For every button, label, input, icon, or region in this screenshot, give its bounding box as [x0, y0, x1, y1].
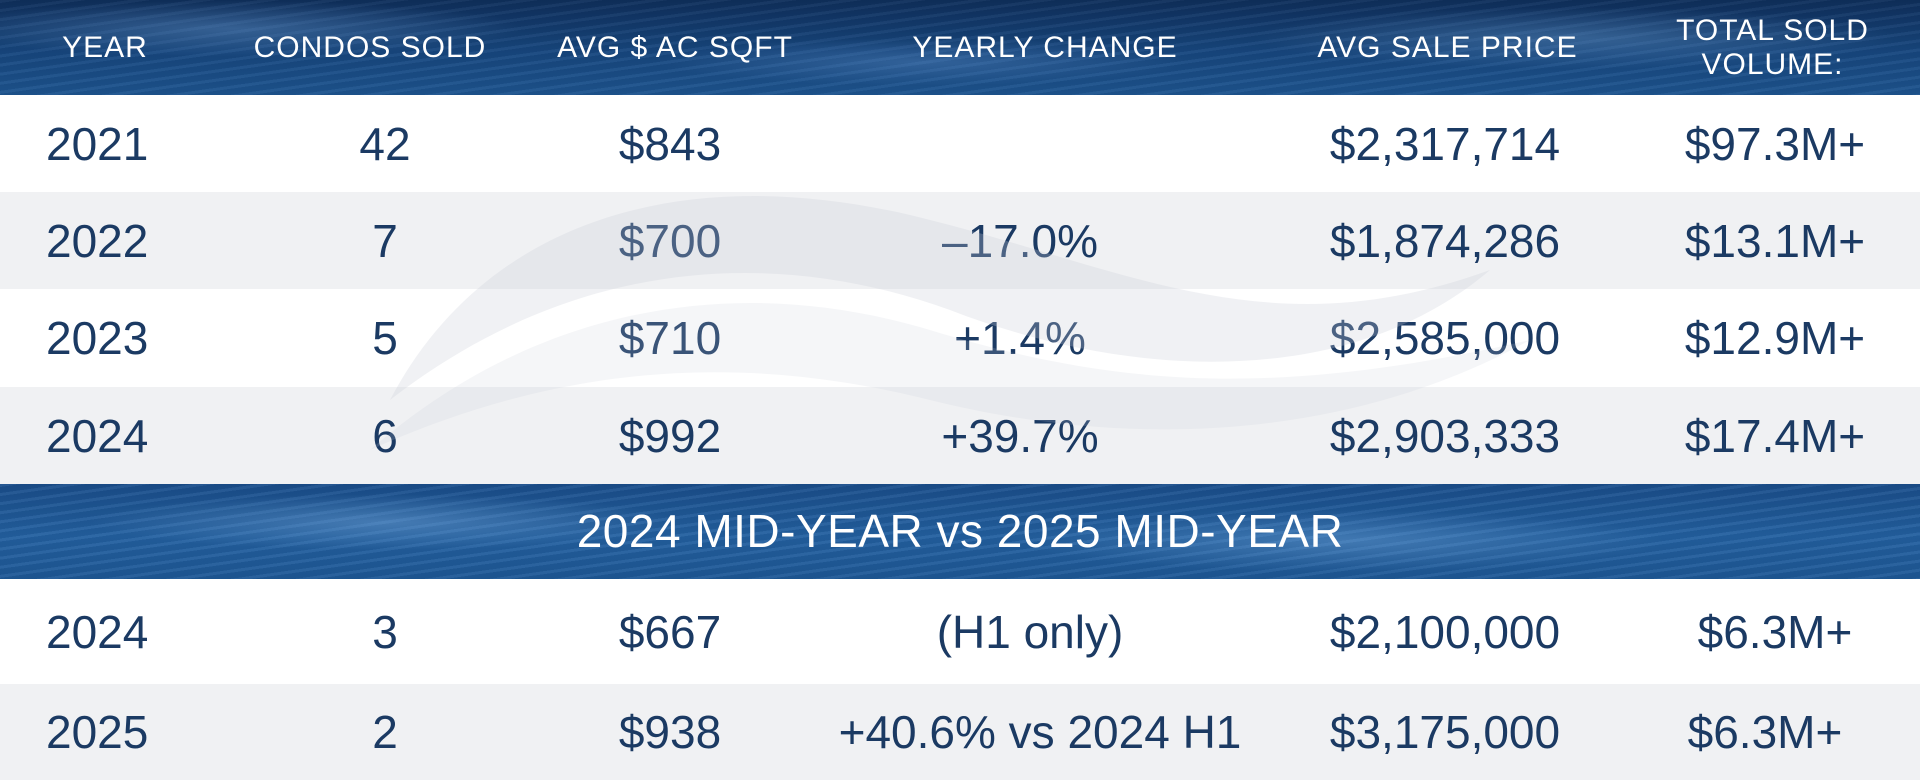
table-row: 2021 42 $843 $2,317,714 $97.3M+	[0, 95, 1920, 192]
cell-yearly-change: (H1 only)	[936, 605, 1124, 658]
cell-condos-sold: 3	[372, 605, 398, 658]
cell-condos-sold: 6	[372, 409, 398, 462]
cell-total-volume: $97.3M+	[1684, 117, 1866, 170]
cell-yearly-change: –17.0%	[941, 214, 1098, 267]
cell-total-volume: $6.3M+	[1697, 605, 1853, 658]
cell-year: 2023	[46, 312, 149, 364]
cell-year: 2021	[46, 117, 149, 170]
header-avg-sqft: AVG $ AC SQFT	[557, 30, 793, 64]
cell-total-volume: $17.4M+	[1684, 409, 1866, 462]
cell-avg-sqft: $938	[618, 706, 722, 758]
header-year: YEAR	[62, 30, 148, 64]
cell-avg-sqft: $843	[618, 117, 722, 170]
cell-avg-sale-price: $2,585,000	[1329, 312, 1561, 364]
cell-avg-sqft: $667	[618, 605, 722, 658]
cell-total-volume: $13.1M+	[1684, 214, 1866, 267]
cell-condos-sold: 2	[372, 706, 398, 758]
cell-total-volume: $12.9M+	[1684, 312, 1866, 364]
table-row: 2022 7 $700 –17.0% $1,874,286 $13.1M+	[0, 192, 1920, 289]
cell-condos-sold: 5	[372, 312, 398, 364]
cell-avg-sqft: $700	[618, 214, 722, 267]
cell-condos-sold: 42	[359, 117, 411, 170]
cell-year: 2022	[46, 214, 149, 267]
cell-yearly-change: +39.7%	[941, 409, 1099, 462]
table-row: 2025 2 $938 +40.6% vs 2024 H1 $3,175,000…	[0, 684, 1920, 780]
table-row: 2023 5 $710 +1.4% $2,585,000 $12.9M+	[0, 289, 1920, 387]
section-title: 2024 MID-YEAR vs 2025 MID-YEAR	[576, 505, 1344, 557]
cell-yearly-change: +40.6% vs 2024 H1	[838, 706, 1242, 758]
table-row: 2024 3 $667 (H1 only) $2,100,000 $6.3M+	[0, 579, 1920, 684]
cell-avg-sqft: $710	[618, 312, 722, 364]
table-header: YEAR CONDOS SOLD AVG $ AC SQFT YEARLY CH…	[0, 0, 1920, 95]
cell-total-volume: $6.3M+	[1687, 706, 1843, 758]
cell-avg-sale-price: $2,903,333	[1329, 409, 1561, 462]
cell-avg-sale-price: $2,100,000	[1329, 605, 1561, 658]
header-avg-sale-price: AVG SALE PRICE	[1317, 30, 1578, 64]
cell-avg-sale-price: $3,175,000	[1329, 706, 1561, 758]
header-condos-sold: CONDOS SOLD	[253, 30, 487, 64]
section-band: 2024 MID-YEAR vs 2025 MID-YEAR	[0, 484, 1920, 579]
cell-year: 2025	[46, 706, 149, 758]
cell-year: 2024	[46, 409, 149, 462]
cell-avg-sale-price: $2,317,714	[1329, 117, 1561, 170]
table-row: 2024 6 $992 +39.7% $2,903,333 $17.4M+	[0, 387, 1920, 484]
cell-yearly-change	[820, 95, 1220, 192]
header-total-volume: TOTAL SOLD VOLUME:	[1676, 13, 1869, 81]
header-yearly-change: YEARLY CHANGE	[912, 30, 1178, 64]
cell-avg-sale-price: $1,874,286	[1329, 214, 1561, 267]
cell-avg-sqft: $992	[618, 409, 722, 462]
cell-yearly-change: +1.4%	[954, 312, 1086, 364]
cell-year: 2024	[46, 605, 149, 658]
cell-condos-sold: 7	[372, 214, 398, 267]
